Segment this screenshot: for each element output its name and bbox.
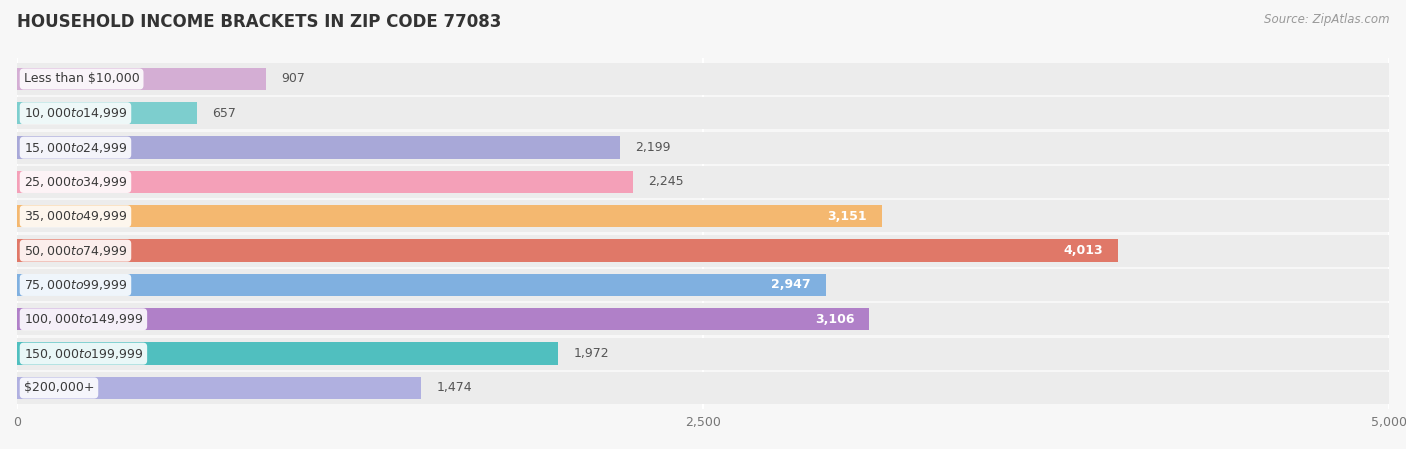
Bar bbox=[17, 205, 882, 228]
Text: $100,000 to $149,999: $100,000 to $149,999 bbox=[24, 313, 143, 326]
Bar bbox=[17, 132, 1389, 163]
Bar bbox=[17, 102, 197, 124]
Text: $50,000 to $74,999: $50,000 to $74,999 bbox=[24, 244, 127, 258]
Text: $150,000 to $199,999: $150,000 to $199,999 bbox=[24, 347, 143, 361]
Bar bbox=[17, 68, 266, 90]
Text: 1,474: 1,474 bbox=[436, 382, 472, 395]
Bar bbox=[17, 171, 633, 193]
Text: 907: 907 bbox=[281, 72, 305, 85]
Text: 3,106: 3,106 bbox=[814, 313, 855, 326]
Text: $15,000 to $24,999: $15,000 to $24,999 bbox=[24, 141, 127, 154]
Text: Less than $10,000: Less than $10,000 bbox=[24, 72, 139, 85]
Bar bbox=[17, 166, 1389, 198]
Bar bbox=[17, 63, 1389, 95]
Bar bbox=[17, 372, 1389, 404]
Text: 657: 657 bbox=[212, 107, 236, 120]
Text: $25,000 to $34,999: $25,000 to $34,999 bbox=[24, 175, 127, 189]
Text: 2,947: 2,947 bbox=[770, 278, 811, 291]
Text: HOUSEHOLD INCOME BRACKETS IN ZIP CODE 77083: HOUSEHOLD INCOME BRACKETS IN ZIP CODE 77… bbox=[17, 13, 502, 31]
Text: $10,000 to $14,999: $10,000 to $14,999 bbox=[24, 106, 127, 120]
Bar bbox=[17, 377, 422, 399]
Bar bbox=[17, 338, 1389, 370]
Text: $200,000+: $200,000+ bbox=[24, 382, 94, 395]
Bar bbox=[17, 97, 1389, 129]
Bar bbox=[17, 343, 558, 365]
Text: 2,199: 2,199 bbox=[636, 141, 671, 154]
Text: 4,013: 4,013 bbox=[1063, 244, 1104, 257]
Bar bbox=[17, 136, 620, 159]
Bar bbox=[17, 304, 1389, 335]
Bar bbox=[17, 200, 1389, 232]
Text: 2,245: 2,245 bbox=[648, 176, 683, 189]
Bar bbox=[17, 235, 1389, 267]
Text: 3,151: 3,151 bbox=[827, 210, 866, 223]
Bar bbox=[17, 308, 869, 330]
Bar bbox=[17, 274, 825, 296]
Bar bbox=[17, 269, 1389, 301]
Text: Source: ZipAtlas.com: Source: ZipAtlas.com bbox=[1264, 13, 1389, 26]
Bar bbox=[17, 239, 1118, 262]
Text: $75,000 to $99,999: $75,000 to $99,999 bbox=[24, 278, 127, 292]
Text: $35,000 to $49,999: $35,000 to $49,999 bbox=[24, 209, 127, 223]
Text: 1,972: 1,972 bbox=[574, 347, 609, 360]
